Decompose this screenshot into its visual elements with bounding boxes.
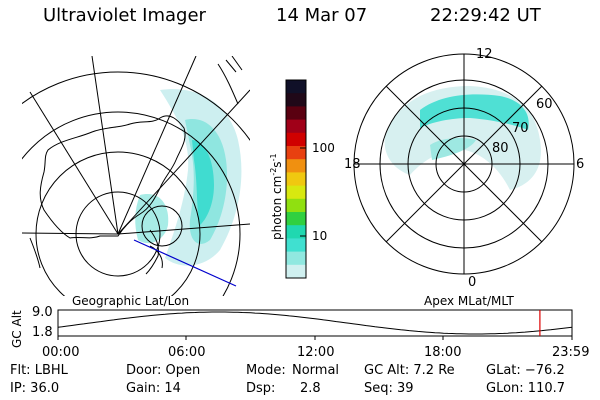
lat-label-60: 60 <box>536 97 553 112</box>
dsp-value: 2.8 <box>300 381 321 396</box>
colorbar-band <box>286 185 306 200</box>
instrument-title: Ultraviolet Imager <box>43 5 206 26</box>
mode-value: Normal <box>292 363 340 378</box>
colorbar-band <box>286 198 306 213</box>
timeline-xtick-06: 06:00 <box>168 345 206 360</box>
ground-track <box>133 239 237 287</box>
timeline-plot <box>57 309 573 340</box>
timeline-ytick-1: 1.8 <box>32 325 53 340</box>
glat-info: GLat: −76.2 <box>486 363 565 378</box>
ip-info: IP: 36.0 <box>10 381 60 396</box>
timeline-xtick-12: 12:00 <box>297 345 335 360</box>
left-panel-caption: Geographic Lat/Lon <box>72 294 190 308</box>
timeline-xtick-2359: 23:59 <box>552 345 590 360</box>
colorbar-band <box>286 106 306 121</box>
colorbar-tick-10: 10 <box>312 229 328 243</box>
colorbar-unit-exp2: -1 <box>269 153 278 162</box>
mlt-label-18: 18 <box>344 157 361 172</box>
colorbar-unit-base: photon cm <box>270 175 284 240</box>
colorbar-band <box>286 146 306 160</box>
mlt-label-12: 12 <box>476 47 493 62</box>
apex-polar-map <box>353 53 575 275</box>
mode-label: Mode: <box>246 363 286 378</box>
colorbar-unit-exp1: -2 <box>269 167 278 176</box>
lat-label-70: 70 <box>512 121 529 136</box>
mlt-label-6: 6 <box>576 157 585 172</box>
colorbar-band <box>286 212 306 226</box>
lat-label-80: 80 <box>492 141 509 156</box>
glon-info: GLon: 110.7 <box>486 381 566 396</box>
colorbar-band <box>286 251 306 266</box>
time-label: 22:29:42 UT <box>430 5 541 26</box>
colorbar-band <box>286 238 306 253</box>
meridians <box>22 56 250 235</box>
door-info: Door: Open <box>126 363 201 378</box>
dsp-label: Dsp: <box>246 381 276 396</box>
gc-alt-info: GC Alt: 7.2 Re <box>364 363 455 378</box>
timeline-xtick-00: 00:00 <box>42 345 80 360</box>
colorbar-band <box>286 159 306 173</box>
right-panel-caption: Apex MLat/MLT <box>424 294 514 308</box>
colorbar-band <box>286 172 306 187</box>
timeline-xtick-18: 18:00 <box>424 345 462 360</box>
colorbar-tick-100: 100 <box>312 141 335 155</box>
colorbar-band <box>286 80 306 94</box>
colorbar-band <box>286 119 306 134</box>
colorbar-band <box>286 93 306 107</box>
colorbar-band <box>286 225 306 239</box>
colorbar <box>286 80 306 279</box>
gain-info: Gain: 14 <box>126 381 181 396</box>
timeline-ytick-9: 9.0 <box>32 305 53 320</box>
seq-info: Seq: 39 <box>364 381 414 396</box>
timeline-y-label: GC Alt <box>10 310 24 348</box>
filter-info: Flt: LBHL <box>10 363 68 378</box>
colorbar-band <box>286 264 306 279</box>
mlt-label-0: 0 <box>468 275 477 290</box>
colorbar-unit-mid: s <box>270 161 284 168</box>
colorbar-band <box>286 132 306 147</box>
colorbar-unit: photon cm-2s-1 <box>267 153 284 240</box>
latitude-circles <box>22 71 250 296</box>
date-label: 14 Mar 07 <box>276 5 368 26</box>
